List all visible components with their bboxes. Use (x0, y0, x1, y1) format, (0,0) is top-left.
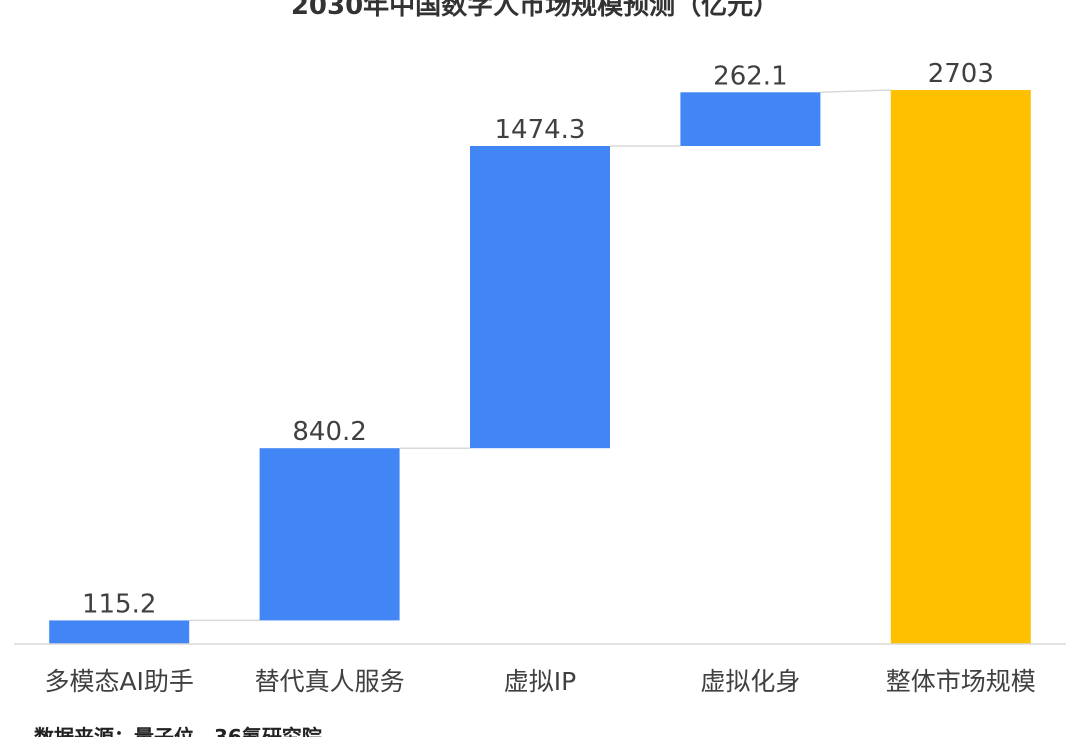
source-note: 数据来源：量子位、36氪研究院 (34, 725, 322, 737)
bar-4 (680, 92, 821, 146)
x-tick-label-3: 虚拟IP (504, 667, 576, 696)
x-tick-label-4: 虚拟化身 (700, 667, 800, 696)
value-label-2: 840.2 (292, 417, 366, 447)
chart-title: 2030年中国数字人市场规模预测（亿元） (291, 0, 779, 21)
value-labels-group: 115.2 840.2 1474.3 262.1 2703 (82, 59, 994, 619)
value-label-3: 1474.3 (495, 115, 586, 145)
x-tick-labels-group: 多模态AI助手 替代真人服务 虚拟IP 虚拟化身 整体市场规模 (44, 667, 1035, 696)
bar-1 (49, 620, 190, 644)
x-tick-label-5: 整体市场规模 (886, 667, 1036, 696)
value-label-5: 2703 (928, 59, 994, 89)
connector-lines (189, 89, 891, 622)
value-label-4: 262.1 (713, 61, 787, 91)
bar-2 (259, 448, 400, 621)
x-tick-label-2: 替代真人服务 (255, 667, 405, 696)
x-tick-label-1: 多模态AI助手 (44, 667, 193, 696)
connector-line-4 (820, 89, 891, 94)
value-label-1: 115.2 (82, 589, 156, 619)
bar-5 (890, 90, 1031, 644)
bars-group (49, 90, 1031, 644)
bar-3 (470, 146, 610, 449)
